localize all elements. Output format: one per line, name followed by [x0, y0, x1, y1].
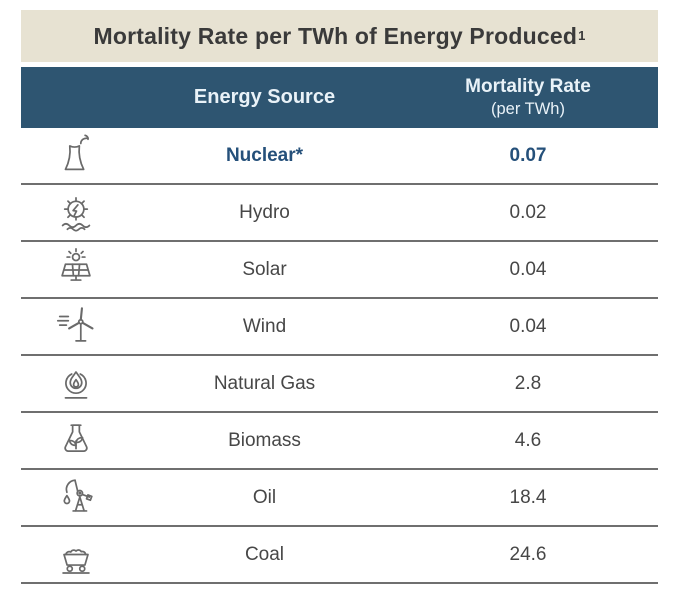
page-title: Mortality Rate per TWh of Energy Produce… [21, 10, 658, 62]
wind-turbine-icon [21, 304, 131, 350]
table-row: Nuclear* 0.07 [21, 128, 658, 185]
mortality-rate-value: 2.8 [514, 372, 542, 394]
energy-source-name: Nuclear* [225, 144, 304, 166]
energy-source-name: Biomass [228, 429, 301, 451]
mortality-rate-value: 0.07 [509, 144, 547, 166]
rate-header-label: Mortality Rate [465, 76, 591, 98]
energy-source-name: Natural Gas [213, 372, 316, 394]
energy-source-name: Coal [244, 543, 285, 565]
column-header-mortality-rate: Mortality Rate (per TWh) [398, 67, 658, 128]
mortality-rate-value: 0.04 [509, 315, 547, 337]
hydro-turbine-icon [21, 190, 131, 236]
biomass-flask-icon [21, 418, 131, 464]
column-header-energy-source: Energy Source [193, 86, 336, 108]
mortality-rate-value: 4.6 [514, 429, 542, 451]
table-row: Natural Gas 2.8 [21, 356, 658, 413]
table-row: Wind 0.04 [21, 299, 658, 356]
mortality-rate-value: 18.4 [509, 486, 547, 508]
mortality-rate-value: 0.04 [509, 258, 547, 280]
table-row: Hydro 0.02 [21, 185, 658, 242]
table-row: Coal 24.6 [21, 527, 658, 584]
gas-flame-icon [21, 361, 131, 407]
mortality-rate-value: 0.02 [509, 201, 547, 223]
solar-panel-icon [21, 247, 131, 293]
table-row: Solar 0.04 [21, 242, 658, 299]
rate-header-sublabel: (per TWh) [491, 100, 565, 119]
energy-source-name: Wind [242, 315, 287, 337]
table-row: Biomass 4.6 [21, 413, 658, 470]
energy-source-name: Solar [242, 258, 287, 280]
oil-pump-icon [21, 475, 131, 521]
coal-cart-icon [21, 532, 131, 578]
energy-source-name: Oil [252, 486, 277, 508]
mortality-table: Mortality Rate per TWh of Energy Produce… [21, 10, 658, 584]
table-row: Oil 18.4 [21, 470, 658, 527]
nuclear-cooling-tower-icon [21, 133, 131, 179]
energy-source-name: Hydro [239, 201, 290, 223]
mortality-rate-value: 24.6 [509, 543, 547, 565]
table-header: Energy Source Mortality Rate (per TWh) [21, 67, 658, 128]
title-text: Mortality Rate per TWh of Energy Produce… [93, 22, 578, 49]
header-icon-spacer [21, 67, 131, 128]
